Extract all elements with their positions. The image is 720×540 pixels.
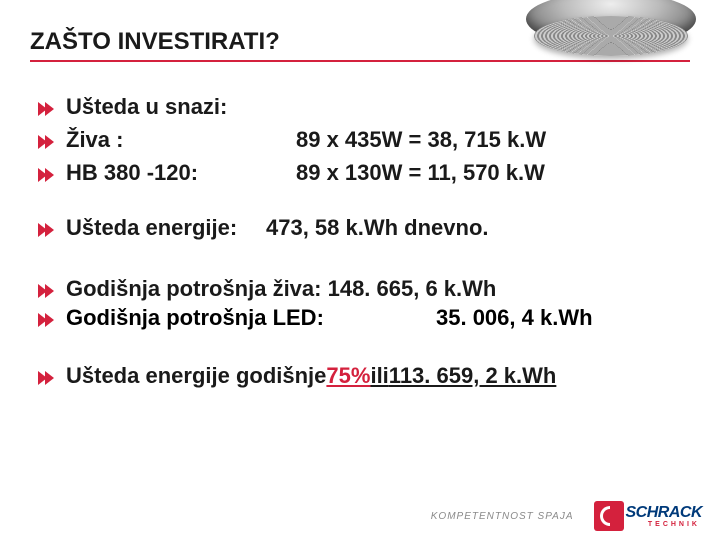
bullet-icon — [38, 168, 56, 182]
value: 89 x 130W = 11, 570 k.W — [296, 156, 545, 189]
text: Godišnja potrošnja živa: 148. 665, 6 k.W… — [66, 272, 496, 305]
brand-logo: SCHRACK TECHNIK — [594, 501, 703, 531]
line-hb: HB 380 -120: 89 x 130W = 11, 570 k.W — [38, 156, 690, 189]
footer: KOMPETENTNOST SPAJA SCHRACK TECHNIK — [0, 492, 720, 540]
slide: ZAŠTO INVESTIRATI? Ušteda u snazi: Živa … — [0, 0, 720, 540]
bullet-icon — [38, 313, 56, 327]
bullet-icon — [38, 284, 56, 298]
line-godisnja-ziva: Godišnja potrošnja živa: 148. 665, 6 k.W… — [38, 272, 690, 305]
text-mid: ili — [370, 359, 388, 392]
label: Živa : — [66, 123, 296, 156]
footer-tagline: KOMPETENTNOST SPAJA — [431, 511, 574, 522]
value: 35. 006, 4 k.Wh — [436, 305, 593, 331]
text-amount: 113. 659, 2 k.Wh — [389, 359, 557, 392]
value: 473, 58 k.Wh dnevno. — [266, 211, 489, 244]
logo-mark-icon — [594, 501, 624, 531]
content-area: Ušteda u snazi: Živa : 89 x 435W = 38, 7… — [30, 90, 690, 392]
bullet-icon — [38, 223, 56, 237]
line-usteda-energije: Ušteda energije: 473, 58 k.Wh dnevno. — [38, 211, 690, 244]
bullet-icon — [38, 371, 56, 385]
value: 89 x 435W = 38, 715 k.W — [296, 123, 546, 156]
line-godisnja-led: Godišnja potrošnja LED: 35. 006, 4 k.Wh — [38, 305, 690, 331]
logo-main: SCHRACK — [626, 505, 703, 521]
bullet-icon — [38, 135, 56, 149]
logo-text: SCHRACK TECHNIK — [626, 505, 703, 528]
label: Godišnja potrošnja LED: — [66, 305, 436, 331]
label: Ušteda energije: — [66, 211, 266, 244]
text-percent: 75% — [326, 359, 370, 392]
logo-sub: TECHNIK — [648, 521, 702, 528]
text: Ušteda u snazi: — [66, 90, 227, 123]
bullet-icon — [38, 102, 56, 116]
line-usteda-snazi: Ušteda u snazi: — [38, 90, 690, 123]
line-final: Ušteda energije godišnje 75% ili 113. 65… — [38, 359, 690, 392]
line-ziva: Živa : 89 x 435W = 38, 715 k.W — [38, 123, 690, 156]
text-prefix: Ušteda energije godišnje — [66, 359, 326, 392]
label: HB 380 -120: — [66, 156, 296, 189]
lamp-image — [526, 0, 696, 62]
